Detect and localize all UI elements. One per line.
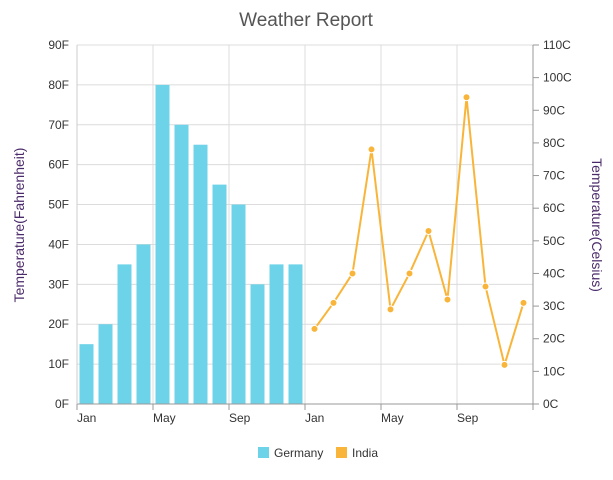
right-tick-label: 10C [543, 364, 565, 378]
bar-germany-jun [174, 124, 189, 405]
legend-swatch-germany [258, 447, 269, 458]
legend: Germany India [258, 446, 378, 460]
right-tick-label: 90C [543, 103, 565, 117]
point-india-sep [462, 93, 471, 102]
bar-germany-oct [250, 284, 265, 404]
point-india-nov [500, 360, 509, 369]
point-india-dec [519, 298, 528, 307]
left-tick-label: 90F [48, 38, 69, 52]
point-india-jul [424, 227, 433, 236]
chart-title: Weather Report [239, 10, 373, 31]
bar-germany-sep [231, 204, 246, 404]
x-tick-label: Jan [77, 411, 96, 425]
legend-item-germany[interactable]: Germany [258, 446, 323, 460]
left-tick-label: 30F [48, 277, 69, 291]
right-tick-label: 100C [543, 71, 572, 85]
left-tick-label: 10F [48, 357, 69, 371]
right-tick-label: 50C [543, 234, 565, 248]
legend-item-india[interactable]: India [336, 446, 378, 460]
point-india-mar [348, 269, 357, 278]
point-india-oct [481, 282, 490, 291]
bar-germany-apr [136, 244, 151, 404]
bar-germany-aug [212, 184, 227, 404]
bar-germany-dec [288, 264, 303, 404]
bar-germany-mar [117, 264, 132, 404]
x-tick-label: Sep [457, 411, 479, 425]
left-tick-label: 40F [48, 237, 69, 251]
right-tick-label: 80C [543, 136, 565, 150]
point-india-feb [329, 298, 338, 307]
left-tick-label: 0F [55, 397, 69, 411]
right-axis-label: Temperature(Celsius) [589, 158, 605, 292]
point-india-aug [443, 295, 452, 304]
x-tick-label: May [381, 411, 404, 425]
legend-label-germany: Germany [274, 446, 323, 460]
point-india-may [386, 305, 395, 314]
x-tick-label: May [153, 411, 176, 425]
left-tick-label: 70F [48, 118, 69, 132]
x-tick-label: Sep [229, 411, 251, 425]
left-axis-label: Temperature(Fahrenheit) [11, 148, 27, 303]
bar-germany-jan [79, 344, 94, 404]
point-india-jan [310, 324, 319, 333]
right-tick-label: 0C [543, 397, 559, 411]
left-tick-label: 80F [48, 78, 69, 92]
legend-swatch-india [336, 447, 347, 458]
bar-germany-feb [98, 324, 113, 404]
right-tick-label: 30C [543, 299, 565, 313]
right-tick-label: 70C [543, 169, 565, 183]
left-tick-label: 60F [48, 158, 69, 172]
point-india-apr [367, 145, 376, 154]
right-tick-label: 60C [543, 201, 565, 215]
legend-label-india: India [352, 446, 378, 460]
x-tick-label: Jan [305, 411, 324, 425]
bar-germany-nov [269, 264, 284, 404]
bar-germany-jul [193, 144, 208, 404]
line-india [313, 97, 525, 369]
left-tick-label: 50F [48, 198, 69, 212]
bar-germany-may [155, 84, 170, 404]
point-india-jun [405, 269, 414, 278]
right-tick-label: 40C [543, 266, 565, 280]
right-tick-label: 110C [543, 38, 571, 52]
right-tick-label: 20C [543, 332, 565, 346]
left-tick-label: 20F [48, 317, 69, 331]
